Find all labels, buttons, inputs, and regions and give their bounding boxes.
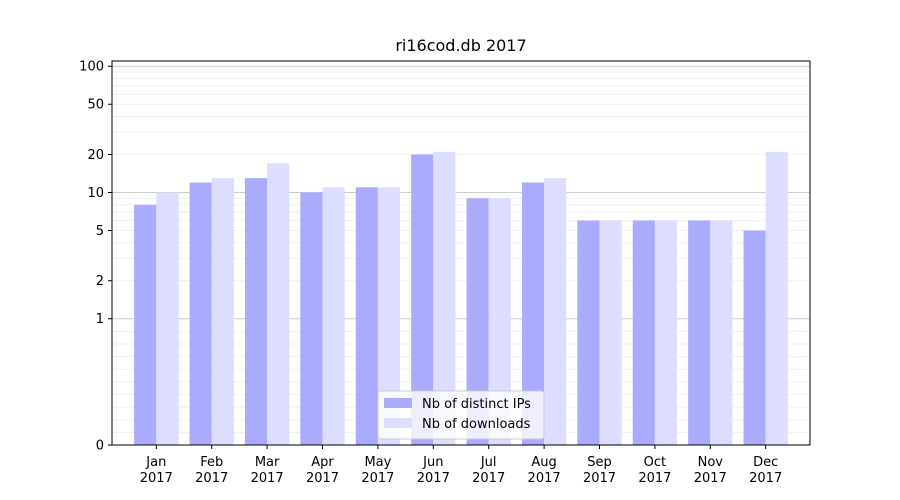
y-tick-label: 5 [96, 224, 104, 239]
y-tick-label: 2 [96, 274, 104, 289]
bar-distinct-ips-feb [189, 182, 212, 445]
legend-swatch [384, 418, 412, 428]
bar-downloads-nov [710, 220, 733, 445]
bar-downloads-jan [156, 192, 179, 445]
bar-distinct-ips-jan [134, 204, 157, 445]
legend: Nb of distinct IPs Nb of downloads [377, 390, 545, 440]
y-tick-label: 0 [96, 439, 104, 454]
x-tick-label-month: Apr [311, 455, 334, 470]
x-tick-label-year: 2017 [195, 471, 228, 486]
axes-layer: 0125102050100Jan2017Feb2017Mar2017Apr201… [79, 60, 811, 486]
x-tick-label-year: 2017 [417, 471, 450, 486]
y-tick-label: 100 [79, 60, 104, 75]
bar-downloads-apr [322, 187, 345, 446]
y-tick-label: 50 [87, 98, 104, 113]
x-tick-label-month: Nov [698, 455, 724, 470]
bar-distinct-ips-dec [743, 230, 766, 445]
bar-downloads-oct [654, 220, 678, 445]
bar-downloads-feb [211, 178, 234, 446]
x-tick-label-month: Dec [753, 455, 778, 470]
x-tick-label-year: 2017 [472, 471, 505, 486]
legend-box [377, 390, 545, 440]
x-tick-label-year: 2017 [140, 471, 173, 486]
bar-downloads-sep [599, 220, 622, 445]
legend-label: Nb of distinct IPs [422, 397, 531, 412]
bar-distinct-ips-nov [688, 220, 711, 445]
bar-distinct-ips-sep [577, 220, 600, 445]
x-tick-label-year: 2017 [638, 471, 671, 486]
legend-swatch [384, 398, 412, 408]
y-tick-label: 1 [96, 312, 104, 327]
x-tick-label-year: 2017 [528, 471, 561, 486]
bar-downloads-jun [433, 151, 456, 445]
x-tick-label-month: Jun [422, 455, 443, 470]
bar-downloads-mar [267, 163, 290, 445]
bar-distinct-ips-may [355, 187, 378, 446]
x-tick-label-year: 2017 [694, 471, 727, 486]
bar-distinct-ips-apr [300, 192, 323, 445]
bars-layer [134, 151, 788, 446]
x-tick-label-month: Aug [531, 455, 556, 470]
bar-downloads-dec [765, 151, 788, 445]
x-tick-label-year: 2017 [306, 471, 339, 486]
bar-distinct-ips-mar [244, 178, 268, 446]
x-tick-label-month: Mar [255, 455, 280, 470]
x-tick-label-year: 2017 [749, 471, 782, 486]
bar-distinct-ips-aug [521, 182, 545, 445]
x-tick-label-month: Oct [644, 455, 666, 470]
x-tick-label-month: Jul [480, 455, 497, 470]
y-tick-label: 20 [87, 148, 104, 163]
x-tick-label-month: Jan [145, 455, 166, 470]
plot-frame [111, 60, 811, 446]
x-tick-label-year: 2017 [251, 471, 284, 486]
bar-distinct-ips-oct [632, 220, 655, 445]
chart-title: ri16cod.db 2017 [395, 36, 526, 55]
bar-downloads-may [377, 187, 401, 446]
bar-downloads-jul [488, 198, 511, 445]
x-tick-label-month: Feb [200, 455, 223, 470]
bar-downloads-aug [544, 178, 567, 446]
bar-distinct-ips-jul [466, 198, 489, 445]
bar-distinct-ips-jun [411, 154, 434, 445]
x-tick-label-month: May [364, 455, 391, 470]
x-tick-label-month: Sep [587, 455, 612, 470]
x-tick-label-year: 2017 [361, 471, 394, 486]
x-tick-label-year: 2017 [583, 471, 616, 486]
y-tick-label: 10 [87, 186, 104, 201]
legend-label: Nb of downloads [422, 417, 531, 432]
